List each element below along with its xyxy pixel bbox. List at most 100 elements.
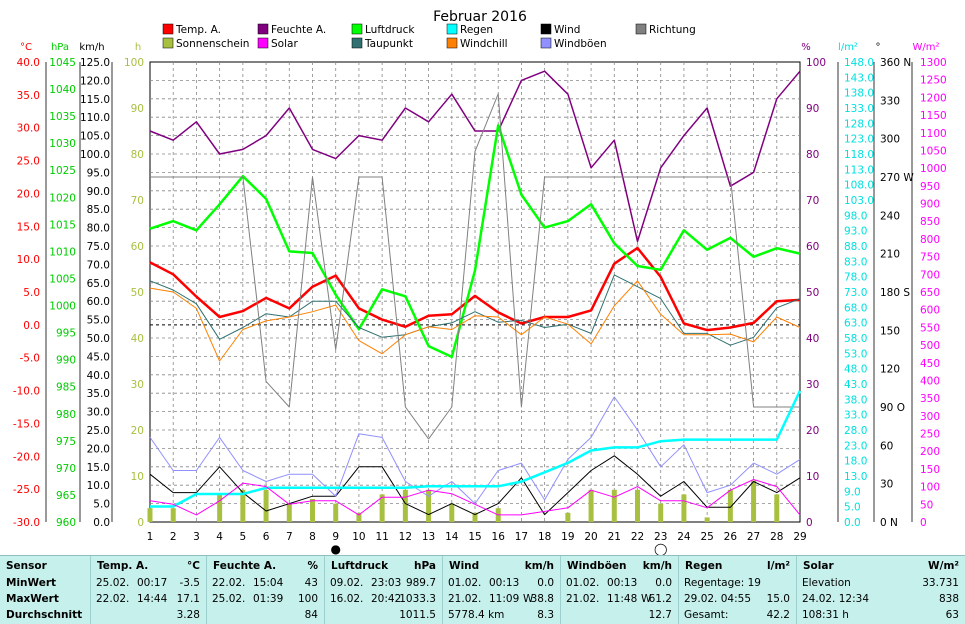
x-tick-label: 7: [286, 531, 293, 543]
x-tick-label: 8: [309, 531, 316, 543]
stats-row: Feuchte A.%: [207, 558, 324, 575]
series-windchill: [149, 280, 801, 362]
stats-row: 21.02. 11:48 W 61.2: [561, 591, 678, 608]
pressure-axis-tick: 1010: [49, 246, 76, 258]
series-feuchte-a-: [149, 70, 801, 243]
luftdruck-time: 23:03: [371, 577, 402, 589]
chart-title: Februar 2016: [433, 9, 527, 25]
stats-row: 29.02. 04:55 15.0: [679, 591, 796, 608]
wind-axis-tick: 65.0: [87, 278, 110, 290]
feuchte-date: 22.02.: [212, 577, 246, 589]
stats-row: 84: [207, 607, 324, 624]
feuchte-unit: %: [307, 560, 318, 572]
temp-axis-tick: 15.0: [17, 221, 40, 233]
feuchte-value: 43: [304, 577, 318, 589]
direction-axis-tick: 180 S: [880, 287, 910, 299]
solar-axis-tick: 950: [920, 181, 940, 193]
solar-axis-tick: 900: [920, 199, 940, 211]
sunshine-axis-tick: 80: [131, 149, 144, 161]
humidity-axis-tick: 100: [806, 57, 826, 69]
humidity-axis-tick: 90: [806, 103, 819, 115]
solar-value: 63: [945, 609, 959, 621]
stats-feuchte-panel: Feuchte A.% 22.02. 15:04 43 25.02. 01:39 100 84: [206, 556, 324, 624]
sunshine-axis-tick: 0: [137, 517, 144, 529]
solar-axis-tick: 700: [920, 269, 940, 281]
wind-axis-tick: 70.0: [87, 259, 110, 271]
solar-value: 33.731: [922, 577, 959, 589]
luftdruck-date: 16.02.: [330, 593, 364, 605]
wind-axis-tick: 95.0: [87, 167, 110, 179]
x-tick-label: 25: [700, 531, 713, 543]
wind-axis-tick: 85.0: [87, 204, 110, 216]
temp-value: -3.5: [179, 577, 201, 589]
regen-unit: l/m²: [767, 560, 790, 572]
x-tick-label: 13: [422, 531, 435, 543]
sunshine-bar: [170, 508, 176, 522]
solar-label: 108:31 h: [802, 609, 849, 621]
rain-axis-tick: 133.0: [844, 103, 874, 115]
temp-value: 3.28: [176, 609, 200, 621]
solar-axis-tick: 200: [920, 446, 940, 458]
regen-label: 29.02. 04:55: [684, 593, 751, 605]
feuchte-date: 25.02.: [212, 593, 246, 605]
grid: [149, 61, 801, 523]
solar-axis-tick: 350: [920, 393, 940, 405]
solar-axis-tick: 1300: [920, 57, 947, 69]
legend-swatch: [540, 37, 552, 49]
stats-row: 24.02. 12:34 838: [797, 591, 965, 608]
wind-value: 0.0: [537, 577, 554, 589]
luftdruck-value: 1033.3: [399, 593, 436, 605]
pressure-axis-tick: 1025: [49, 165, 76, 177]
rain-axis-tick: 83.0: [844, 256, 867, 268]
solar-axis-tick: 1050: [920, 145, 947, 157]
temp-axis-tick: 25.0: [17, 156, 40, 168]
humidity-axis-tick: 20: [806, 425, 819, 437]
stats-regen-panel: Regen l/m² Regentage: 19 29.02. 04:55 15.0 Ge…: [678, 556, 796, 624]
regen-label: Regentage: 19: [684, 577, 761, 589]
x-tick-label: 21: [608, 531, 621, 543]
stats-row: 09.02. 23:03 989.7: [325, 575, 442, 592]
stats-row: Windböen km/h: [561, 558, 678, 575]
pressure-axis-tick: 960: [56, 517, 76, 529]
sunshine-bar: [240, 489, 246, 522]
moon-phase-markers: ● ◯: [330, 542, 667, 555]
legend-label: Wind: [554, 24, 580, 36]
luftdruck-time: 20:42: [371, 593, 402, 605]
stats-row: 25.02. 00:17 -3.5: [91, 575, 206, 592]
wind-time: 11:09: [489, 593, 520, 605]
legend-label: Regen: [460, 24, 493, 36]
weather-chart: Februar 2016 Temp. A. Feuchte A. Luftdruck…: [13, 9, 947, 555]
rain-axis-tick: 118.0: [844, 149, 874, 161]
humidity-axis-tick: 70: [806, 195, 819, 207]
direction-axis-tick: 90 O: [880, 402, 905, 414]
rain-axis-tick: 73.0: [844, 287, 867, 299]
stats-luftdruck-panel: Luftdruck hPa 09.02. 23:03 989.7 16.02. 20:42 1…: [324, 556, 442, 624]
rain-axis-tick: 38.0: [844, 394, 867, 406]
direction-axis-tick: 270 W: [880, 172, 914, 184]
legend-swatch: [635, 23, 647, 35]
x-tick-label: 5: [240, 531, 247, 543]
humidity-axis-tick: 0: [806, 517, 813, 529]
rain-axis-tick: 13.0: [844, 471, 867, 483]
x-tick-label: 1: [147, 531, 154, 543]
sensor-max-label: MaxWert: [6, 593, 59, 605]
wind-axis-tick: 100.0: [80, 149, 110, 161]
rain-axis-tick: 98.0: [844, 210, 867, 222]
series-solar: [149, 479, 801, 516]
wind-axis-tick: 25.0: [87, 425, 110, 437]
sunshine-bar: [147, 508, 153, 522]
temp-date: 25.02.: [96, 577, 130, 589]
legend-label: Windböen: [554, 38, 607, 50]
solar-axis-tick: 0: [920, 517, 927, 529]
regen-value: 15.0: [766, 593, 790, 605]
stats-row: 5778.4 km 8.3: [443, 607, 560, 624]
legend-label: Luftdruck: [365, 24, 415, 36]
pressure-axis-tick: 1020: [49, 192, 76, 204]
stats-row: 12.7: [561, 607, 678, 624]
windboen-header: Windböen: [567, 560, 627, 572]
regen-value: 42.2: [766, 609, 790, 621]
solar-axis-tick: 250: [920, 429, 940, 441]
wind-axis-tick: 120.0: [80, 75, 110, 87]
feuchte-time: 15:04: [253, 577, 284, 589]
rain-axis-tick: 28.0: [844, 425, 867, 437]
